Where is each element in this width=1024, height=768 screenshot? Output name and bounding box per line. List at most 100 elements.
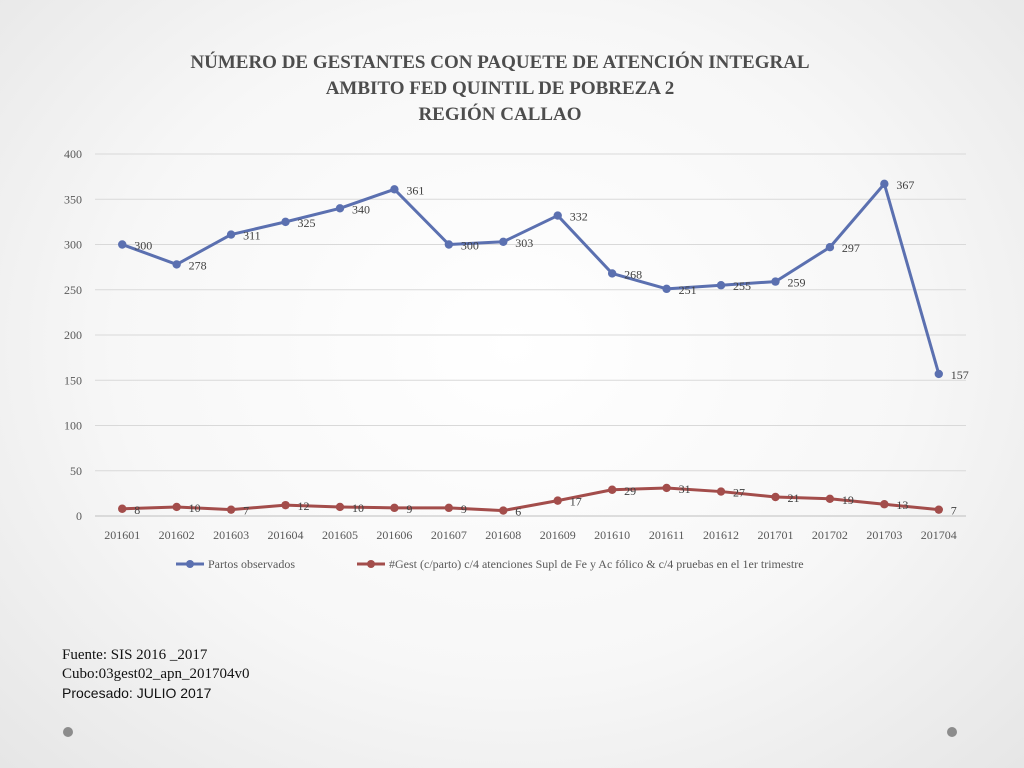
data-label: 29 [624, 484, 636, 498]
data-point [172, 502, 181, 512]
x-tick-label: 201609 [540, 528, 576, 542]
data-point [716, 487, 726, 496]
data-label: 367 [896, 178, 914, 192]
x-tick-label: 201608 [485, 528, 521, 542]
source-note: Fuente: SIS 2016 _2017 [62, 647, 208, 663]
data-point [118, 240, 127, 249]
data-point [499, 237, 508, 246]
legend-label: Partos observados [208, 557, 295, 571]
data-point [662, 483, 671, 493]
legend-swatch-marker [186, 560, 194, 568]
data-label: 6 [515, 505, 521, 519]
chart-title-line: REGIÓN CALLAO [418, 103, 581, 125]
data-point [880, 500, 889, 509]
data-label: 311 [243, 229, 261, 243]
x-tick-label: 201612 [703, 528, 739, 542]
corner-dot-left [63, 727, 73, 737]
data-point [771, 277, 780, 286]
x-tick-label: 201702 [812, 528, 848, 542]
data-point [553, 211, 562, 220]
data-label: 361 [406, 183, 424, 197]
y-tick-label: 400 [64, 147, 82, 161]
data-point [444, 240, 454, 249]
series-1: 300 278 311 325 340 361 300 303 332 268 251 255 259 2… [118, 178, 969, 382]
y-tick-label: 300 [64, 238, 82, 252]
x-tick-label: 201605 [322, 528, 358, 542]
data-point [281, 500, 290, 510]
processed-note: Procesado: JULIO 2017 [62, 685, 212, 701]
data-point [118, 504, 127, 513]
data-label: 13 [896, 498, 908, 512]
data-label: 17 [570, 495, 582, 509]
cube-note: Cubo:03gest02_apn_201704v0 [62, 666, 250, 682]
data-point [607, 269, 617, 278]
x-tick-label: 201701 [757, 528, 793, 542]
data-label: 259 [787, 276, 805, 290]
x-tick-label: 201606 [376, 528, 412, 542]
data-label: 9 [461, 502, 467, 516]
data-label: 7 [951, 504, 957, 518]
series-2: 8 10 7 12 10 9 9 6 17 29 31 27 21 19 13 7 [118, 482, 957, 519]
x-tick-label: 201603 [213, 528, 249, 542]
data-label: 10 [352, 501, 364, 515]
x-tick-label: 201611 [649, 528, 685, 542]
legend-item-1: Partos observados [176, 557, 295, 571]
chart-title-line: NÚMERO DE GESTANTES CON PAQUETE DE ATENC… [190, 51, 809, 73]
x-tick-label: 201604 [268, 528, 304, 542]
data-point [226, 505, 236, 514]
legend-item-2: #Gest (c/parto) c/4 atenciones Supl de F… [357, 557, 804, 571]
series-line [120, 182, 941, 376]
data-point [553, 496, 562, 505]
data-point [607, 485, 617, 494]
data-point [825, 243, 835, 252]
y-tick-label: 100 [64, 419, 82, 433]
data-point [662, 284, 671, 294]
y-tick-label: 350 [64, 192, 82, 206]
data-label: 12 [298, 499, 310, 513]
data-label: 268 [624, 267, 642, 281]
x-tick-label: 201703 [866, 528, 902, 542]
data-label: 300 [461, 239, 479, 253]
data-label: 278 [189, 258, 207, 272]
y-tick-label: 50 [70, 464, 82, 478]
data-label: 332 [570, 210, 588, 224]
data-point [335, 204, 345, 213]
data-label: 255 [733, 279, 751, 293]
data-label: 21 [787, 491, 799, 505]
x-axis: 201601 201602 201603 201604 201605 201606 2016… [104, 528, 957, 542]
x-tick-label: 201601 [104, 528, 140, 542]
x-tick-label: 201607 [431, 528, 467, 542]
footer-notes: Fuente: SIS 2016 _2017 Cubo:03gest02_apn… [62, 646, 250, 703]
legend-swatch-marker [367, 560, 375, 568]
data-label: 251 [679, 283, 697, 297]
series-line [120, 486, 941, 513]
chart-gridlines [95, 153, 966, 517]
legend-label: #Gest (c/parto) c/4 atenciones Supl de F… [389, 557, 804, 571]
x-tick-label: 201704 [921, 528, 957, 542]
chart-legend: Partos observados #Gest (c/parto) c/4 ate… [176, 557, 804, 571]
data-point [444, 503, 454, 513]
data-point [390, 503, 399, 513]
y-axis: 0 50 100 150 200 250 300 350 400 [64, 147, 82, 523]
data-label: 9 [406, 502, 412, 516]
data-point [771, 492, 780, 502]
data-label: 8 [134, 503, 140, 517]
data-label: 19 [842, 493, 854, 507]
data-point [335, 502, 345, 512]
x-tick-label: 201602 [159, 528, 195, 542]
data-label: 7 [243, 504, 249, 518]
data-point [172, 260, 181, 269]
y-tick-label: 150 [64, 373, 82, 387]
data-label: 340 [352, 202, 370, 216]
chart-title: NÚMERO DE GESTANTES CON PAQUETE DE ATENC… [190, 51, 809, 125]
data-point [716, 281, 726, 290]
corner-dot-right [947, 727, 957, 737]
data-point [934, 369, 943, 379]
data-point [390, 185, 399, 194]
data-label: 297 [842, 241, 860, 255]
data-label: 31 [679, 482, 691, 496]
y-tick-label: 200 [64, 328, 82, 342]
y-tick-label: 250 [64, 283, 82, 297]
data-point [499, 506, 508, 515]
